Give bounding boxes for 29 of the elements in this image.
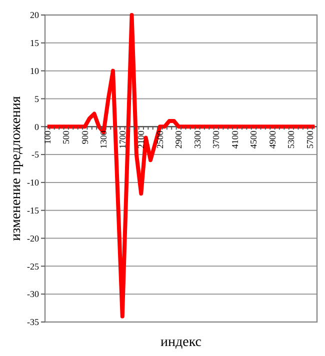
y-axis-title: изменение предложения [9,96,24,241]
x-tick-label: 2900 [174,130,184,149]
y-tick-label: -15 [27,206,40,216]
x-tick-label: 3700 [211,130,222,149]
x-tick-label: 1700 [117,130,128,149]
x-tick-label: 900 [80,130,90,144]
x-tick-label: 2100 [136,130,146,149]
y-tick-label: -20 [27,233,40,244]
x-tick-label: 4900 [267,130,278,149]
x-axis-title: индекс [160,335,202,350]
x-tick-label: 5300 [286,130,296,149]
y-tick-label: -35 [27,317,40,328]
x-tick-label: 4100 [230,130,240,149]
x-tick-label: 1300 [98,130,109,149]
x-tick-label: 500 [61,130,72,144]
y-tick-label: -5 [32,150,40,160]
y-tick-label: -10 [27,178,40,188]
y-tick-label: 20 [30,10,40,20]
x-tick-label: 5700 [304,130,315,149]
y-tick-label: -25 [27,261,40,272]
y-tick-label: 10 [30,66,40,76]
x-tick-label: 100 [42,130,52,144]
y-tick-label: -30 [27,289,40,300]
y-tick-label: 0 [34,122,40,132]
x-tick-label: 2500 [154,130,165,149]
y-tick-label: 5 [34,94,40,104]
x-tick-label: 4500 [248,130,259,149]
y-tick-label: 15 [30,38,40,48]
x-tick-label: 3300 [192,130,202,149]
